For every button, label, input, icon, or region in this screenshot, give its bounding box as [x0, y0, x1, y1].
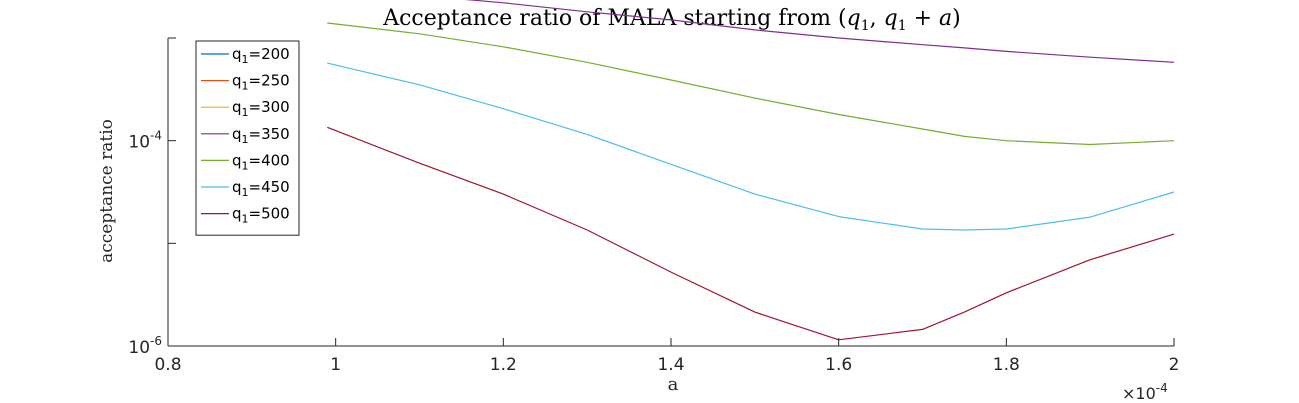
legend-entry-value: =300	[249, 98, 290, 116]
legend-entry-label: q1=300	[232, 98, 290, 119]
legend-entry-value: =350	[249, 125, 290, 143]
x-tick-label: 1.8	[993, 355, 1020, 375]
y-axis-label: acceptance ratio	[97, 119, 117, 263]
series-line-5	[327, 22, 1175, 146]
legend-entry-value: =450	[249, 178, 290, 196]
title-math-sub-2: 1	[898, 18, 907, 34]
legend-entry-q: q	[232, 178, 242, 196]
x-axis-label: a	[668, 374, 679, 395]
x-exponent-power: -4	[1156, 381, 1168, 395]
series-line-4	[464, 0, 1175, 63]
x-tick-label: 2	[1169, 355, 1180, 375]
plot-background	[168, 38, 1174, 346]
legend: q1=200q1=250q1=300q1=350q1=400q1=450q1=5…	[195, 40, 300, 236]
legend-entry-sub: 1	[242, 106, 249, 119]
x-tick-label: 0.8	[154, 355, 181, 375]
legend-entry-label: q1=500	[232, 205, 290, 226]
legend-entry-label: q1=200	[232, 45, 290, 66]
title-math-open-paren: (	[838, 6, 847, 31]
legend-entry-value: =400	[249, 151, 290, 169]
legend-entry-q: q	[232, 98, 242, 116]
title-math-q2: q	[884, 6, 898, 31]
y-tick-exponent: -6	[150, 334, 162, 348]
y-tick-label: 10-4	[128, 129, 162, 153]
y-tick-base: 10	[128, 133, 150, 153]
legend-entry-sub: 1	[242, 213, 249, 226]
x-tick-label: 1.4	[657, 355, 684, 375]
series-line-7	[327, 126, 1175, 341]
legend-entry-value: =250	[249, 72, 290, 90]
x-tick-label: 1	[330, 355, 341, 375]
title-math-sub-1: 1	[861, 18, 870, 34]
legend-entry-sub: 1	[242, 133, 249, 146]
x-scale-exponent: ×10-4	[1122, 381, 1168, 403]
title-math-comma: ,	[870, 6, 884, 31]
y-tick-base: 10	[128, 338, 150, 358]
legend-entry-sub: 1	[242, 53, 249, 66]
title-math-a: a	[939, 6, 952, 31]
y-tick-label: 10-6	[128, 334, 162, 358]
legend-entry-value: =200	[249, 45, 290, 63]
series-line-6	[327, 62, 1175, 231]
legend-entry-q: q	[232, 205, 242, 223]
legend-entry-sub: 1	[242, 186, 249, 199]
legend-entry-value: =500	[249, 205, 290, 223]
plot-area	[168, 38, 1174, 346]
legend-box	[195, 40, 300, 236]
legend-entry-sub: 1	[242, 159, 249, 172]
y-tick-exponent: -4	[150, 129, 162, 143]
legend-entry-q: q	[232, 72, 242, 90]
legend-entry-sub: 1	[242, 80, 249, 93]
legend-entry-label: q1=400	[232, 151, 290, 172]
x-tick-label: 1.6	[825, 355, 852, 375]
x-tick-label: 1.2	[490, 355, 517, 375]
legend-entry-q: q	[232, 45, 242, 63]
legend-entry-label: q1=450	[232, 178, 290, 199]
title-math-close-paren: )	[952, 6, 961, 31]
legend-entry-q: q	[232, 125, 242, 143]
title-math-q: q	[847, 6, 861, 31]
legend-entry-label: q1=350	[232, 125, 290, 146]
x-exponent-base: ×10	[1122, 384, 1156, 403]
legend-entry-label: q1=250	[232, 72, 290, 93]
chart-title: Acceptance ratio of MALA starting from (…	[382, 6, 961, 34]
series-layer	[327, 0, 1175, 341]
legend-entry-q: q	[232, 151, 242, 169]
chart-title-text: Acceptance ratio of MALA starting from	[382, 6, 838, 31]
title-math-plus: +	[907, 6, 939, 31]
